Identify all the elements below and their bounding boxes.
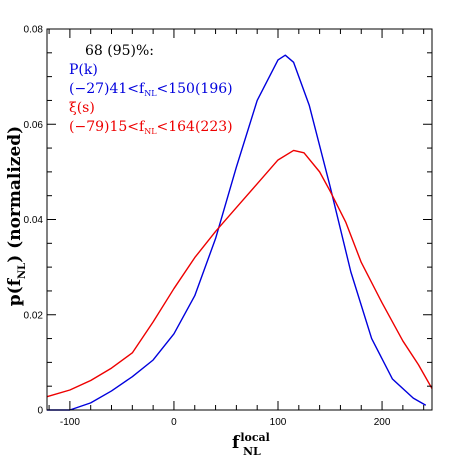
x-tick-label: -100: [60, 417, 80, 428]
series-lines: [46, 54, 433, 411]
y-tick-label: 0.08: [24, 25, 44, 36]
y-tick-label: 0.02: [24, 310, 44, 321]
y-tick-label: 0.04: [24, 215, 44, 226]
legend-header: 68 (95)%:: [85, 43, 154, 59]
ticks: [47, 28, 432, 411]
legend-label-pk: P(k): [69, 62, 98, 78]
y-tick-label: 0.06: [24, 120, 44, 131]
legend-range-pk: (−27)41<fNL<150(196): [69, 81, 233, 98]
series-line-1: [46, 149, 433, 398]
y-tick-label: 0: [37, 406, 43, 417]
x-tick-label: 100: [270, 417, 287, 428]
x-axis-title: flocal NL: [232, 431, 270, 458]
legend-label-xi: ξ(s): [69, 100, 95, 116]
x-tick-label: 200: [374, 417, 391, 428]
x-tick-label: 0: [171, 417, 177, 428]
legend-range-xi: (−79)15<fNL<164(223): [69, 119, 233, 136]
y-axis-title: p(fNL) (normalized): [5, 126, 28, 306]
series-line-0: [47, 54, 427, 411]
tick-labels: -100 0 100 200 0 0.02 0.04 0.06 0.08: [24, 25, 391, 429]
legend: 68 (95)%: P(k) (−27)41<fNL<150(196) ξ(s)…: [69, 43, 233, 136]
